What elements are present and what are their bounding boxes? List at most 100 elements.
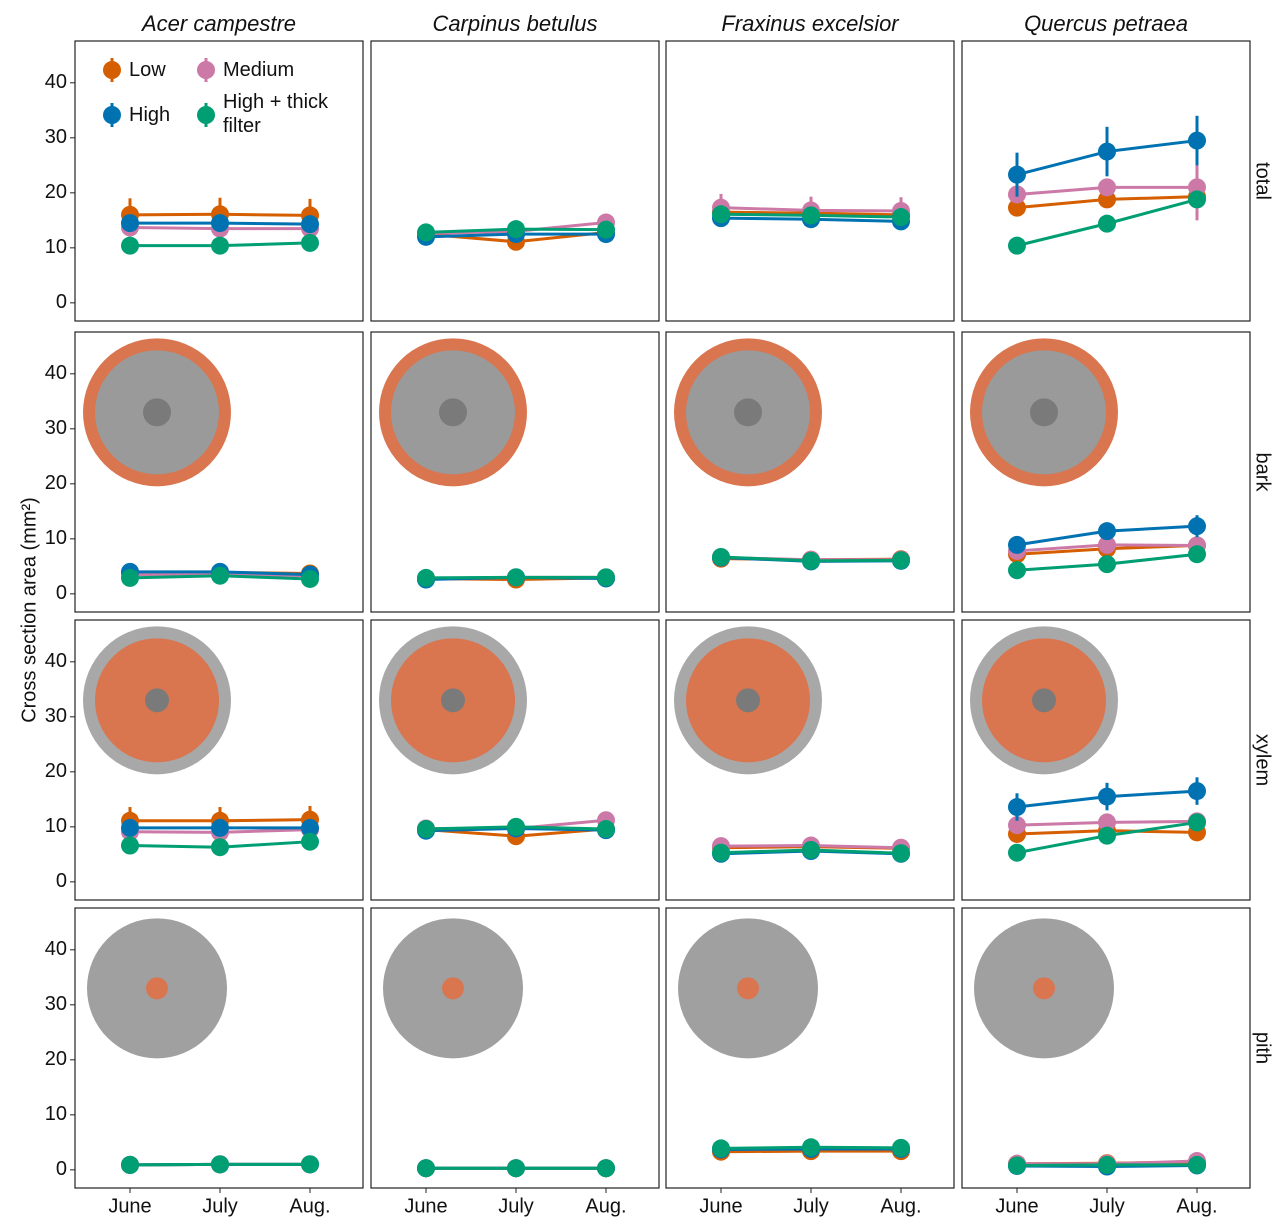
x-tick-label: Aug. [880, 1195, 921, 1217]
point [892, 844, 910, 862]
legend-marker [197, 106, 215, 124]
marker [121, 569, 139, 587]
point [121, 1156, 139, 1174]
x-tick-label: June [699, 1195, 742, 1217]
row-label: xylem [1252, 734, 1274, 786]
point [121, 237, 139, 255]
marker [1008, 237, 1026, 255]
column-title: Quercus petraea [1024, 11, 1188, 36]
cross-section [441, 688, 465, 712]
y-axis-label: Cross section area (mm²) [18, 497, 40, 723]
x-tick-label: July [793, 1195, 829, 1217]
marker [301, 215, 319, 233]
marker [507, 568, 525, 586]
point [211, 819, 229, 837]
marker [211, 819, 229, 837]
marker [712, 205, 730, 223]
marker [211, 838, 229, 856]
marker [507, 1159, 525, 1177]
marker [1008, 798, 1026, 816]
row-label: total [1252, 162, 1274, 200]
marker [301, 833, 319, 851]
marker [1098, 788, 1116, 806]
point [1098, 178, 1116, 196]
point [802, 552, 820, 570]
x-tick-label: June [404, 1195, 447, 1217]
legend-label-box: High + thick filter [223, 90, 343, 146]
panel [371, 41, 659, 321]
point [1008, 561, 1026, 579]
cross-section [1030, 398, 1058, 426]
marker [1188, 190, 1206, 208]
y-tick-label: 0 [56, 582, 67, 604]
point [1188, 1156, 1206, 1174]
point [1188, 190, 1206, 208]
point [211, 838, 229, 856]
marker [597, 568, 615, 586]
marker [417, 569, 435, 587]
point [301, 833, 319, 851]
point [121, 214, 139, 232]
marker [802, 1138, 820, 1156]
marker [1098, 555, 1116, 573]
marker [802, 841, 820, 859]
point [417, 223, 435, 241]
x-tick-label: June [108, 1195, 151, 1217]
point [1098, 215, 1116, 233]
point [121, 819, 139, 837]
point [121, 837, 139, 855]
marker [802, 206, 820, 224]
point [1008, 1156, 1026, 1174]
y-tick-label: 40 [45, 71, 67, 93]
point [1008, 237, 1026, 255]
marker [417, 820, 435, 838]
point [211, 237, 229, 255]
cross-section [145, 688, 169, 712]
y-tick-label: 0 [56, 1158, 67, 1180]
y-tick-label: 10 [45, 815, 67, 837]
marker [1188, 813, 1206, 831]
point [301, 1155, 319, 1173]
point [712, 1139, 730, 1157]
point [712, 844, 730, 862]
y-tick-label: 10 [45, 236, 67, 258]
point [892, 1139, 910, 1157]
point [507, 1159, 525, 1177]
point [507, 818, 525, 836]
marker [1008, 166, 1026, 184]
point [597, 1159, 615, 1177]
row-label: bark [1252, 453, 1274, 493]
point [507, 220, 525, 238]
y-tick-label: 0 [56, 291, 67, 313]
point [121, 569, 139, 587]
cross-section [442, 977, 464, 999]
point [417, 569, 435, 587]
point [211, 1155, 229, 1173]
marker [1008, 844, 1026, 862]
x-tick-label: July [202, 1195, 238, 1217]
marker [1188, 545, 1206, 563]
panel [666, 41, 954, 321]
marker [1188, 517, 1206, 535]
marker [1098, 522, 1116, 540]
x-tick-label: Aug. [585, 1195, 626, 1217]
x-tick-label: Aug. [1176, 1195, 1217, 1217]
marker [1188, 782, 1206, 800]
cross-section [146, 977, 168, 999]
marker [417, 1159, 435, 1177]
marker [301, 1155, 319, 1173]
y-tick-label: 10 [45, 1103, 67, 1125]
marker [417, 223, 435, 241]
marker [1098, 178, 1116, 196]
chart: Cross section area (mm²) Acer campestreC… [0, 0, 1277, 1218]
x-tick-label: July [498, 1195, 534, 1217]
legend-marker [197, 61, 215, 79]
column-title: Fraxinus excelsior [721, 11, 900, 36]
marker [597, 820, 615, 838]
point [1188, 813, 1206, 831]
cross-section [736, 688, 760, 712]
point [211, 567, 229, 585]
point [417, 1159, 435, 1177]
cross-section [143, 398, 171, 426]
y-tick-label: 40 [45, 650, 67, 672]
